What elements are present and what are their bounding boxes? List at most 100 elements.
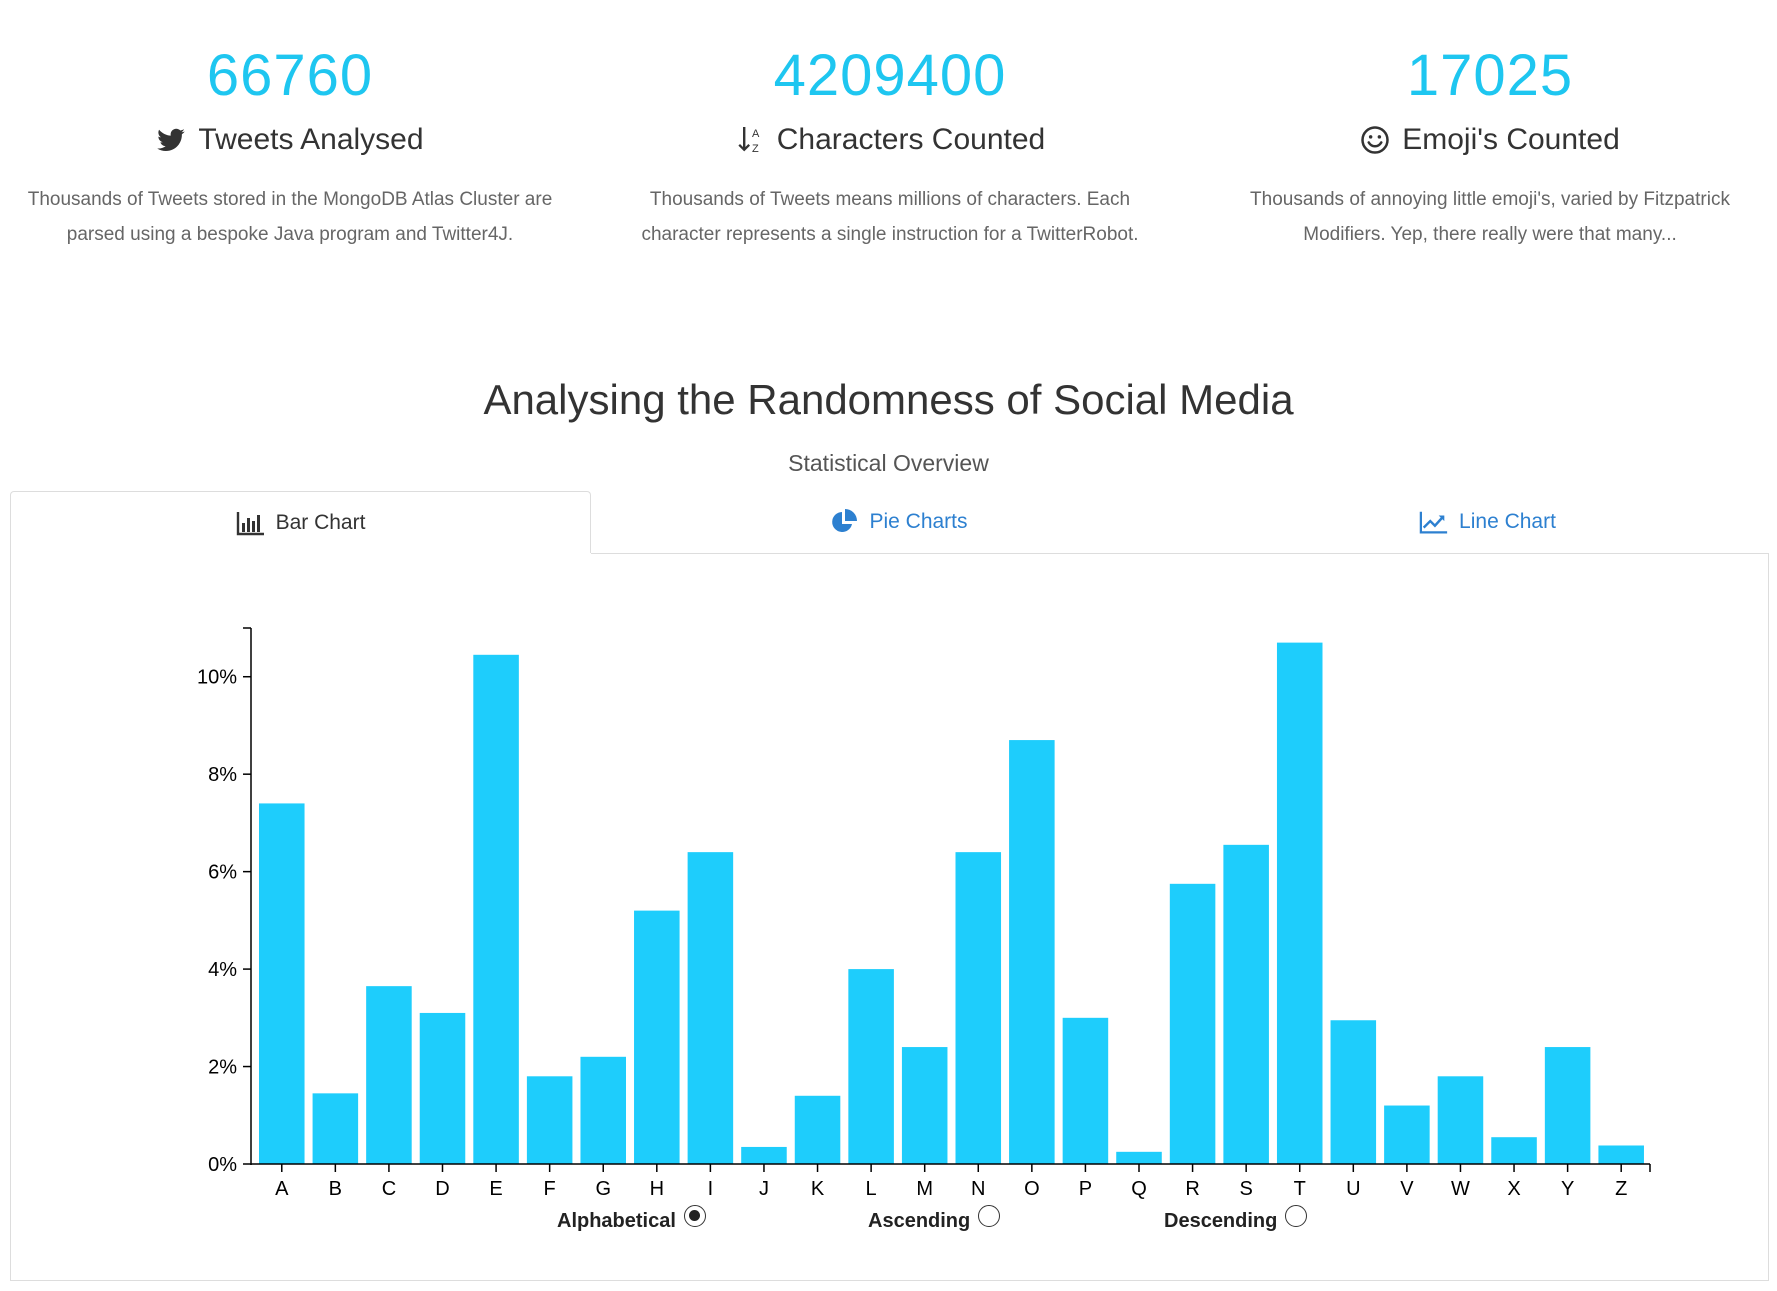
tab-label: Pie Charts (869, 510, 968, 533)
x-tick-label: P (1079, 1178, 1092, 1200)
chart-panel (10, 553, 1769, 1281)
stat-label: Characters Counted (776, 123, 1046, 156)
bar-V (1384, 1105, 1430, 1164)
svg-text:A: A (752, 128, 760, 140)
stat-tweets: 66760 Tweets Analysed Thousands of Tweet… (0, 40, 580, 252)
y-tick-label: 10% (197, 667, 237, 689)
x-tick-label: F (544, 1178, 556, 1200)
sort-label: Ascending (868, 1210, 971, 1232)
pie-chart-icon (832, 509, 858, 532)
bar-I (687, 852, 734, 1164)
sort-ascending[interactable]: Ascending (868, 1204, 1001, 1233)
stat-label: Tweets Analysed (198, 123, 424, 156)
bar-R (1169, 883, 1216, 1164)
x-tick-label: Q (1131, 1178, 1147, 1200)
x-tick-label: C (382, 1178, 396, 1200)
tab-line-chart[interactable]: Line Chart (1196, 491, 1777, 553)
y-tick-label: 0% (208, 1154, 237, 1176)
radio-ascending[interactable] (978, 1204, 1001, 1227)
x-tick-label: K (811, 1178, 825, 1200)
stat-number: 17025 (1406, 43, 1574, 108)
bar-D (419, 1012, 466, 1164)
bar-A (259, 803, 305, 1164)
stat-description: Thousands of Tweets stored in the MongoD… (27, 189, 553, 245)
chart-tabs: Bar Chart Pie Charts Line Chart (10, 491, 1769, 553)
stat-number: 66760 (206, 43, 374, 108)
x-tick-label: Y (1561, 1178, 1574, 1200)
sort-label: Alphabetical (557, 1210, 676, 1232)
radio-alphabetical[interactable] (683, 1204, 706, 1227)
tab-label: Bar Chart (275, 510, 366, 534)
x-tick-label: N (971, 1178, 985, 1200)
bar-W (1437, 1076, 1484, 1164)
twitter-icon (157, 128, 186, 151)
bar-Q (1116, 1151, 1162, 1164)
stats-row: 66760 Tweets Analysed Thousands of Tweet… (0, 40, 1777, 270)
stat-emoji: 17025 Emoji's Counted Thousands of annoy… (1200, 40, 1777, 252)
x-tick-label: U (1346, 1178, 1360, 1200)
bar-E (473, 654, 519, 1164)
x-tick-label: T (1294, 1178, 1306, 1200)
x-tick-label: G (595, 1178, 611, 1200)
bar-M (901, 1047, 948, 1164)
x-tick-label: O (1024, 1178, 1040, 1200)
stat-number: 4209400 (773, 43, 1007, 108)
tabs-divider (591, 553, 1769, 554)
line-chart-icon (1419, 511, 1448, 534)
bar-J (741, 1146, 787, 1164)
stat-description: Thousands of annoying little emoji's, va… (1250, 189, 1730, 245)
stat-label: Emoji's Counted (1402, 123, 1620, 156)
sort-alpha-icon: A Z (738, 127, 760, 155)
bar-H (634, 910, 680, 1164)
x-tick-label: X (1507, 1178, 1520, 1200)
x-tick-label: J (759, 1178, 769, 1200)
bar-O (1009, 740, 1055, 1164)
y-tick-label: 2% (208, 1057, 237, 1079)
tab-bar-chart[interactable]: Bar Chart (10, 491, 591, 553)
sort-label: Descending (1164, 1210, 1278, 1232)
stat-characters: 4209400 A Z Characters Counted Thousands… (600, 40, 1180, 252)
bar-P (1062, 1017, 1109, 1164)
sort-controls: Alphabetical Ascending Descending (0, 1204, 1777, 1250)
section-subtitle: Statistical Overview (788, 450, 989, 476)
stat-label-row: A Z Characters Counted (600, 120, 1180, 160)
radio-descending[interactable] (1285, 1204, 1308, 1227)
bar-G (580, 1056, 627, 1164)
bar-F (526, 1076, 573, 1164)
y-tick-label: 6% (208, 862, 237, 884)
x-tick-label: B (329, 1178, 342, 1200)
x-tick-label: E (489, 1178, 502, 1200)
bar-X (1491, 1137, 1537, 1164)
bar-L (848, 969, 894, 1164)
x-tick-label: I (708, 1178, 714, 1200)
x-tick-label: L (866, 1178, 877, 1200)
x-tick-label: S (1239, 1178, 1252, 1200)
x-tick-label: W (1451, 1178, 1470, 1200)
stat-label-row: Tweets Analysed (0, 120, 580, 160)
x-tick-label: H (650, 1178, 664, 1200)
x-tick-label: A (275, 1178, 289, 1200)
svg-text:Z: Z (752, 143, 759, 155)
bar-B (312, 1093, 359, 1164)
y-tick-label: 8% (208, 764, 237, 786)
bar-K (794, 1095, 841, 1164)
stat-label-row: Emoji's Counted (1200, 120, 1777, 160)
bar-N (955, 852, 1002, 1164)
tab-pie-charts[interactable]: Pie Charts (601, 491, 1196, 553)
bar-T (1276, 642, 1323, 1164)
y-tick-label: 4% (208, 959, 237, 981)
sort-alphabetical[interactable]: Alphabetical (557, 1204, 706, 1233)
bar-chart-icon (236, 511, 264, 535)
sort-descending[interactable]: Descending (1164, 1204, 1308, 1233)
bar-Y (1544, 1047, 1591, 1164)
x-tick-label: V (1400, 1178, 1414, 1200)
stat-description: Thousands of Tweets means millions of ch… (641, 189, 1139, 245)
x-tick-label: M (916, 1178, 933, 1200)
x-tick-label: R (1185, 1178, 1199, 1200)
smile-icon (1361, 126, 1389, 154)
bar-U (1330, 1020, 1377, 1164)
bar-S (1223, 844, 1269, 1164)
x-tick-label: D (435, 1178, 449, 1200)
tab-label: Line Chart (1459, 510, 1556, 533)
